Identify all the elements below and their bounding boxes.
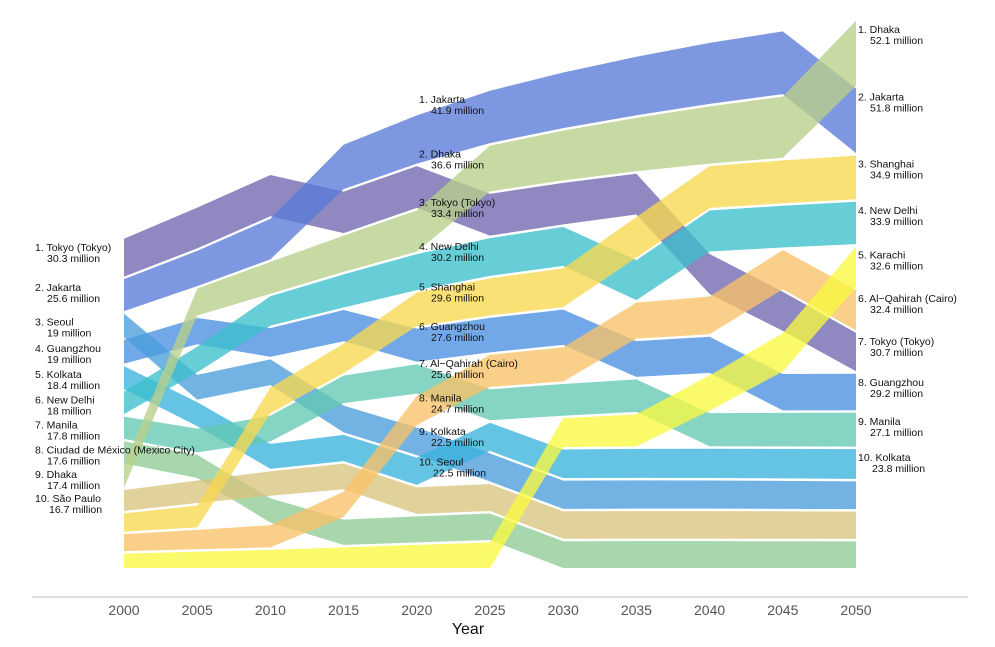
ribbon-guangzhou xyxy=(124,309,856,411)
value-label-2050: 52.1 million xyxy=(870,35,923,47)
value-label-2025: 33.4 million xyxy=(431,208,484,220)
x-tick-label: 2000 xyxy=(108,602,139,618)
x-tick-label: 2040 xyxy=(694,602,725,618)
rank-label-2025: 1. Jakarta xyxy=(419,94,465,106)
rank-label-2050: 7. Tokyo (Tokyo) xyxy=(858,336,934,348)
value-label-2025: 41.9 million xyxy=(431,105,484,117)
value-label-2000: 17.8 million xyxy=(47,431,100,443)
x-axis-ticks: 2000 2005 2010 2015 2020 2025 2030 2035 2040 2045… xyxy=(108,602,871,618)
rank-label-2000: 7. Manila xyxy=(35,420,78,432)
value-label-2000: 18.4 million xyxy=(47,380,100,392)
rank-label-2025: 8. Manila xyxy=(419,392,462,404)
x-tick-label: 2030 xyxy=(548,602,579,618)
value-label-2000: 16.7 million xyxy=(49,504,102,516)
value-label-2025: 30.2 million xyxy=(431,252,484,264)
ribbon-s-o-paulo xyxy=(124,463,856,539)
x-tick-label: 2050 xyxy=(840,602,871,618)
ribbon-al-qahirah-cairo xyxy=(124,250,856,552)
ribbon-karachi xyxy=(124,246,856,568)
rank-label-2050: 9. Manila xyxy=(858,416,901,428)
x-tick-label: 2045 xyxy=(767,602,798,618)
rank-label-2050: 5. Karachi xyxy=(858,250,905,262)
value-label-2025: 22.5 million xyxy=(431,437,484,449)
value-label-2050: 27.1 million xyxy=(870,427,923,439)
value-label-2050: 34.9 million xyxy=(870,170,923,182)
rank-label-2025: 5. Shanghai xyxy=(419,281,475,293)
rank-label-2025: 6. Guangzhou xyxy=(419,321,485,333)
rank-label-2025: 2. Dhaka xyxy=(419,149,461,161)
rank-label-2050: 8. Guangzhou xyxy=(858,377,924,389)
rank-label-2000: 3. Seoul xyxy=(35,317,74,329)
ribbon-jakarta xyxy=(124,31,856,312)
ribbon-kolkata xyxy=(124,366,856,485)
x-tick-label: 2035 xyxy=(621,602,652,618)
value-label-2000: 25.6 million xyxy=(47,293,100,305)
value-label-2000: 30.3 million xyxy=(47,253,100,265)
ribbon-new-delhi xyxy=(124,201,856,415)
value-label-2050: 29.2 million xyxy=(870,388,923,400)
value-label-2025: 24.7 million xyxy=(431,403,484,415)
rank-label-2000: 1. Tokyo (Tokyo) xyxy=(35,242,111,254)
rank-label-2050: 10. Kolkata xyxy=(858,452,911,464)
rank-label-2000: 5. Kolkata xyxy=(35,369,82,381)
rank-label-2050: 3. Shanghai xyxy=(858,159,914,171)
rank-label-2000: 8. Ciudad de México (Mexico City) xyxy=(35,444,195,456)
x-axis-title: Year xyxy=(452,621,485,638)
x-tick-label: 2025 xyxy=(474,602,505,618)
rank-label-2025: 9. Kolkata xyxy=(419,426,466,438)
value-label-2050: 30.7 million xyxy=(870,347,923,359)
value-label-2050: 32.6 million xyxy=(870,261,923,273)
ribbon-seoul xyxy=(124,313,856,510)
ribbons xyxy=(124,20,856,568)
rank-label-2025: 4. New Delhi xyxy=(419,241,479,253)
value-label-2000: 17.4 million xyxy=(47,480,100,492)
rank-label-2025: 10. Seoul xyxy=(419,456,463,468)
rank-label-2000: 9. Dhaka xyxy=(35,469,77,481)
rank-label-2050: 1. Dhaka xyxy=(858,24,900,36)
rank-label-2050: 6. Al−Qahirah (Cairo) xyxy=(858,293,957,305)
value-label-2025: 36.6 million xyxy=(431,160,484,172)
rank-label-2025: 7. Al−Qahirah (Cairo) xyxy=(419,358,518,370)
value-label-2000: 19 million xyxy=(47,328,92,340)
value-label-2025: 25.6 million xyxy=(431,369,484,381)
x-tick-label: 2005 xyxy=(182,602,213,618)
value-label-2025: 27.6 million xyxy=(431,332,484,344)
rank-label-2050: 2. Jakarta xyxy=(858,91,904,103)
rank-label-2000: 10. São Paulo xyxy=(35,493,101,505)
rank-label-2025: 3. Tokyo (Tokyo) xyxy=(419,197,495,209)
value-label-2050: 51.8 million xyxy=(870,102,923,114)
ribbon-dhaka xyxy=(124,20,856,488)
x-tick-label: 2010 xyxy=(255,602,286,618)
value-label-2050: 32.4 million xyxy=(870,304,923,316)
ribbon-ciudad-de-m-xico-mexico-city xyxy=(124,441,856,568)
value-label-2000: 17.6 million xyxy=(47,455,100,467)
ribbon-shanghai xyxy=(124,155,856,532)
value-label-2050: 33.9 million xyxy=(870,216,923,228)
rank-label-2000: 6. New Delhi xyxy=(35,395,95,407)
rank-label-2000: 2. Jakarta xyxy=(35,282,81,294)
value-label-2000: 19 million xyxy=(47,354,92,366)
x-tick-label: 2020 xyxy=(401,602,432,618)
value-label-2050: 23.8 million xyxy=(872,463,925,475)
value-label-2025: 29.6 million xyxy=(431,292,484,304)
value-label-2025: 22.5 million xyxy=(433,467,486,479)
rank-label-2000: 4. Guangzhou xyxy=(35,343,101,355)
value-label-2000: 18 million xyxy=(47,406,92,418)
rank-label-2050: 4. New Delhi xyxy=(858,205,918,217)
ribbon-manila xyxy=(124,364,856,453)
x-tick-label: 2015 xyxy=(328,602,359,618)
